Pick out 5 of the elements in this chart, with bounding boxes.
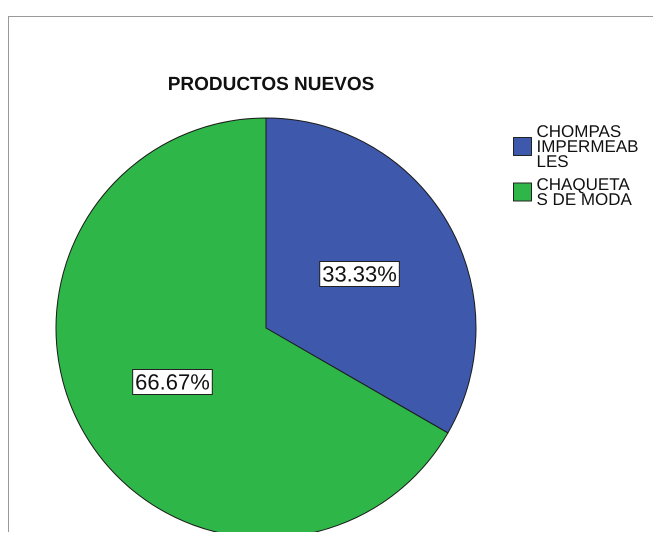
data-label: 66.67% [135, 370, 210, 395]
data-label: 33.33% [322, 261, 397, 286]
legend-label: CHOMPAS IMPERMEABLES [536, 122, 639, 171]
legend-label: CHAQUETAS DE MODA [536, 175, 633, 209]
chart-title: PRODUCTOS NUEVOS [168, 74, 374, 95]
